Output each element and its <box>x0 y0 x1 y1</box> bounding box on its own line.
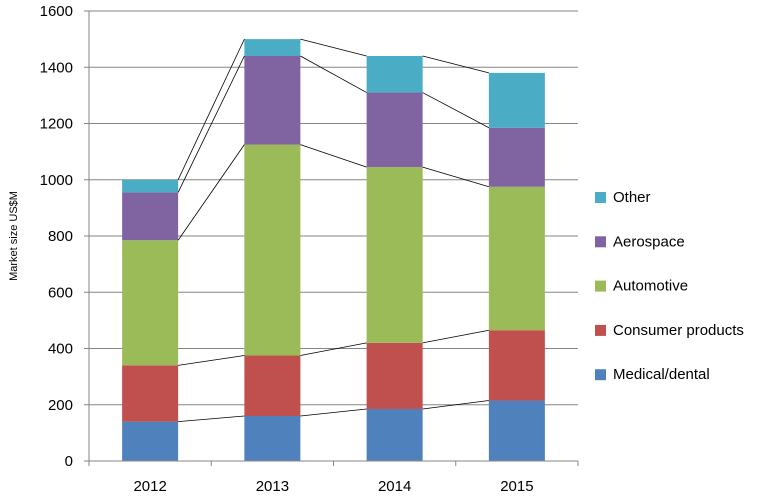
series-line <box>422 166 489 188</box>
bar-segment-other <box>122 179 179 193</box>
y-tick-label: 600 <box>48 284 73 301</box>
bar-segment-aerospace <box>366 92 423 168</box>
legend-label: Aerospace <box>613 233 685 250</box>
bar-segment-other <box>366 56 423 93</box>
bar-segment-medical-dental <box>244 416 301 461</box>
y-axis-label: Market size US$M <box>8 191 20 281</box>
x-tick-labels: 2012 2013 2014 2015 <box>133 478 533 495</box>
y-tick-label: 0 <box>65 453 73 470</box>
bar-segment-consumer-products <box>122 365 179 422</box>
legend-swatch <box>595 236 606 248</box>
axes <box>84 10 579 466</box>
bar-segment-consumer-products <box>244 355 301 416</box>
bar-segment-other <box>488 72 545 128</box>
x-tick-label: 2013 <box>256 478 289 495</box>
bar-segment-medical-dental <box>122 421 179 461</box>
legend-label: Automotive <box>613 278 688 295</box>
bar-segment-automotive <box>122 240 179 366</box>
legend-swatch <box>595 324 606 336</box>
y-tick-labels: 0 200 400 600 800 1000 1200 1400 1600 <box>40 3 73 470</box>
series-line <box>300 408 367 417</box>
legend-swatch <box>595 192 606 203</box>
bar-segment-automotive <box>366 167 423 343</box>
bar-segment-automotive <box>488 186 545 331</box>
legend: Other Aerospace Automotive Consumer product… <box>595 189 744 383</box>
y-tick-label: 800 <box>48 228 73 245</box>
series-line <box>422 92 490 129</box>
series-line <box>300 144 367 168</box>
bar-segment-other <box>244 39 301 56</box>
y-tick-label: 1200 <box>40 116 73 133</box>
y-tick-label: 200 <box>48 397 73 414</box>
bar-segment-consumer-products <box>488 330 545 401</box>
bar-segments <box>122 39 545 461</box>
y-tick-label: 1600 <box>40 3 73 20</box>
bar-segment-consumer-products <box>366 342 423 409</box>
bar-segment-aerospace <box>122 192 179 241</box>
series-line <box>177 144 245 241</box>
legend-label: Consumer products <box>613 322 744 339</box>
bar-segment-medical-dental <box>366 408 423 461</box>
legend-swatch <box>595 369 606 381</box>
bar-segment-medical-dental <box>488 400 545 461</box>
series-line <box>300 342 367 356</box>
y-tick-label: 400 <box>48 341 73 358</box>
series-line <box>422 329 489 344</box>
bar-segment-automotive <box>244 144 301 356</box>
y-tick-label: 1000 <box>40 172 73 189</box>
x-tick-label: 2012 <box>133 478 166 495</box>
x-tick-label: 2015 <box>500 478 533 495</box>
legend-swatch <box>595 280 606 292</box>
legend-label: Other <box>613 189 651 206</box>
bar-segment-aerospace <box>244 56 301 145</box>
series-line <box>177 55 245 193</box>
x-tick-label: 2014 <box>378 478 411 495</box>
y-tick-label: 1400 <box>40 59 73 76</box>
series-lines <box>177 38 490 423</box>
series-line <box>300 55 367 93</box>
series-line <box>178 415 245 423</box>
series-line <box>300 38 367 57</box>
series-line <box>422 400 489 410</box>
series-line <box>422 55 489 74</box>
bar-segment-aerospace <box>488 127 545 187</box>
series-line <box>178 355 245 366</box>
series-line <box>177 38 245 180</box>
legend-label: Medical/dental <box>613 366 710 383</box>
